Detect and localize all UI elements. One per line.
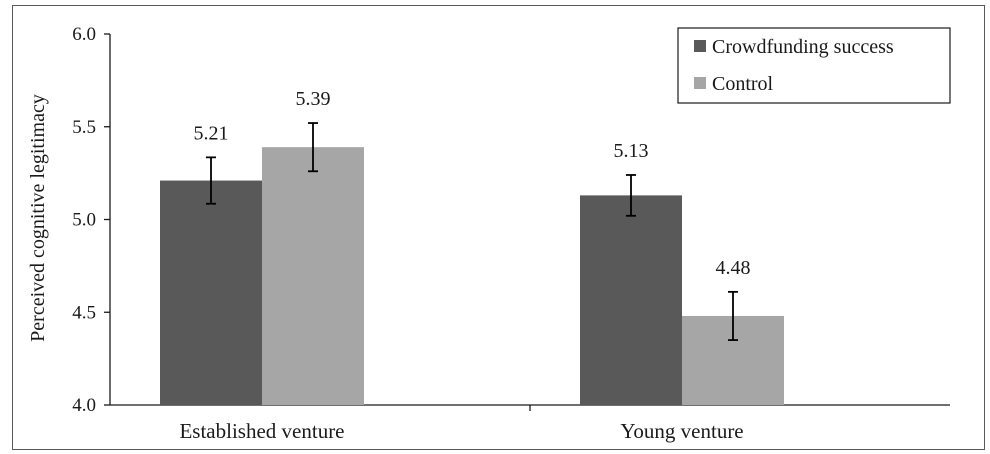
y-tick-label: 6.0 bbox=[72, 24, 96, 45]
data-label: 4.48 bbox=[716, 257, 751, 279]
y-tick-label: 4.0 bbox=[72, 395, 96, 416]
data-label: 5.39 bbox=[296, 88, 331, 110]
y-tick-label: 5.0 bbox=[72, 210, 96, 231]
bar bbox=[160, 180, 262, 405]
x-tick-label: Established venture bbox=[179, 419, 344, 443]
y-axis-label: Perceived cognitive legitimacy bbox=[27, 94, 49, 342]
bar bbox=[262, 147, 364, 405]
legend-swatch-control bbox=[694, 77, 706, 89]
legend-swatch-crowdfunding-success bbox=[694, 40, 706, 52]
bar bbox=[580, 195, 682, 405]
data-label: 5.13 bbox=[614, 140, 649, 162]
legend-label-crowdfunding-success: Crowdfunding success bbox=[712, 36, 894, 58]
legend-box bbox=[677, 27, 951, 104]
y-tick-label: 5.5 bbox=[72, 117, 96, 138]
y-tick-label: 4.5 bbox=[72, 302, 96, 323]
data-label: 5.21 bbox=[194, 122, 229, 144]
legend-label-control: Control bbox=[712, 73, 774, 95]
x-tick-label: Young venture bbox=[620, 419, 743, 443]
